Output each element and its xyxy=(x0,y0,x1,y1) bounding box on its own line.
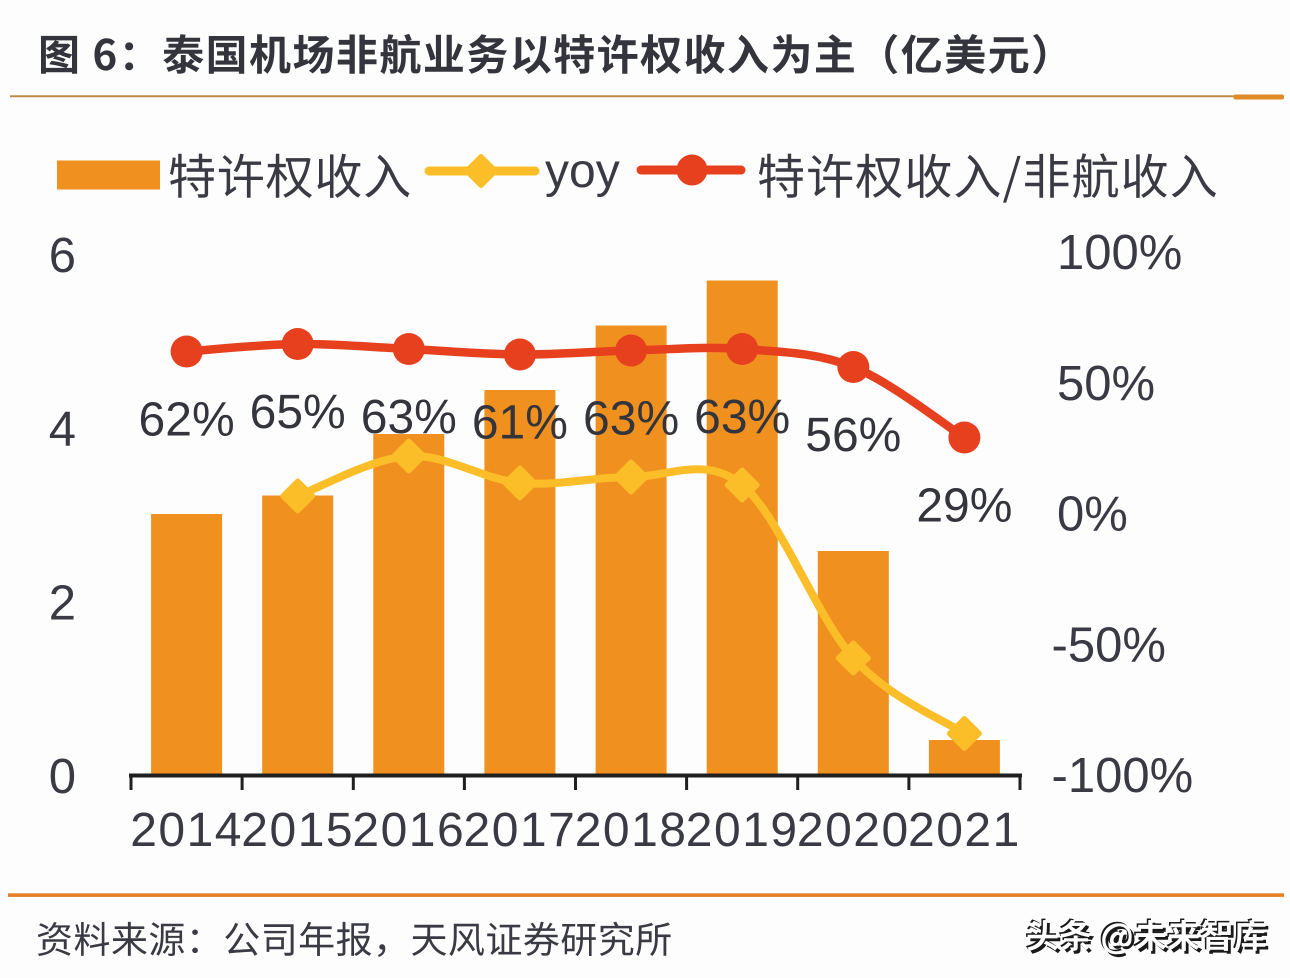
svg-text:61%: 61% xyxy=(472,397,568,450)
svg-text:50%: 50% xyxy=(1057,357,1155,411)
svg-text:0%: 0% xyxy=(1057,488,1128,542)
svg-text:2: 2 xyxy=(49,576,76,630)
svg-text:2020: 2020 xyxy=(797,804,910,857)
svg-text:65%: 65% xyxy=(250,386,346,439)
svg-text:0: 0 xyxy=(49,750,76,804)
svg-text:4: 4 xyxy=(49,403,76,457)
svg-text:63%: 63% xyxy=(361,391,457,444)
svg-text:2016: 2016 xyxy=(352,804,465,857)
svg-text:100%: 100% xyxy=(1057,226,1182,280)
svg-text:2017: 2017 xyxy=(464,804,577,857)
svg-text:2019: 2019 xyxy=(686,804,799,857)
svg-text:63%: 63% xyxy=(694,391,790,444)
svg-text:56%: 56% xyxy=(805,409,901,462)
svg-text:6: 6 xyxy=(49,229,76,283)
svg-text:29%: 29% xyxy=(916,480,1012,533)
svg-text:-100%: -100% xyxy=(1052,749,1194,803)
svg-text:yoy: yoy xyxy=(545,145,620,198)
svg-text:-50%: -50% xyxy=(1052,618,1166,672)
svg-text:2021: 2021 xyxy=(908,804,1021,857)
svg-text:62%: 62% xyxy=(139,394,235,447)
svg-text:2014: 2014 xyxy=(130,804,243,857)
svg-text:63%: 63% xyxy=(583,393,679,446)
svg-text:2015: 2015 xyxy=(241,804,354,857)
svg-text:2018: 2018 xyxy=(575,804,688,857)
